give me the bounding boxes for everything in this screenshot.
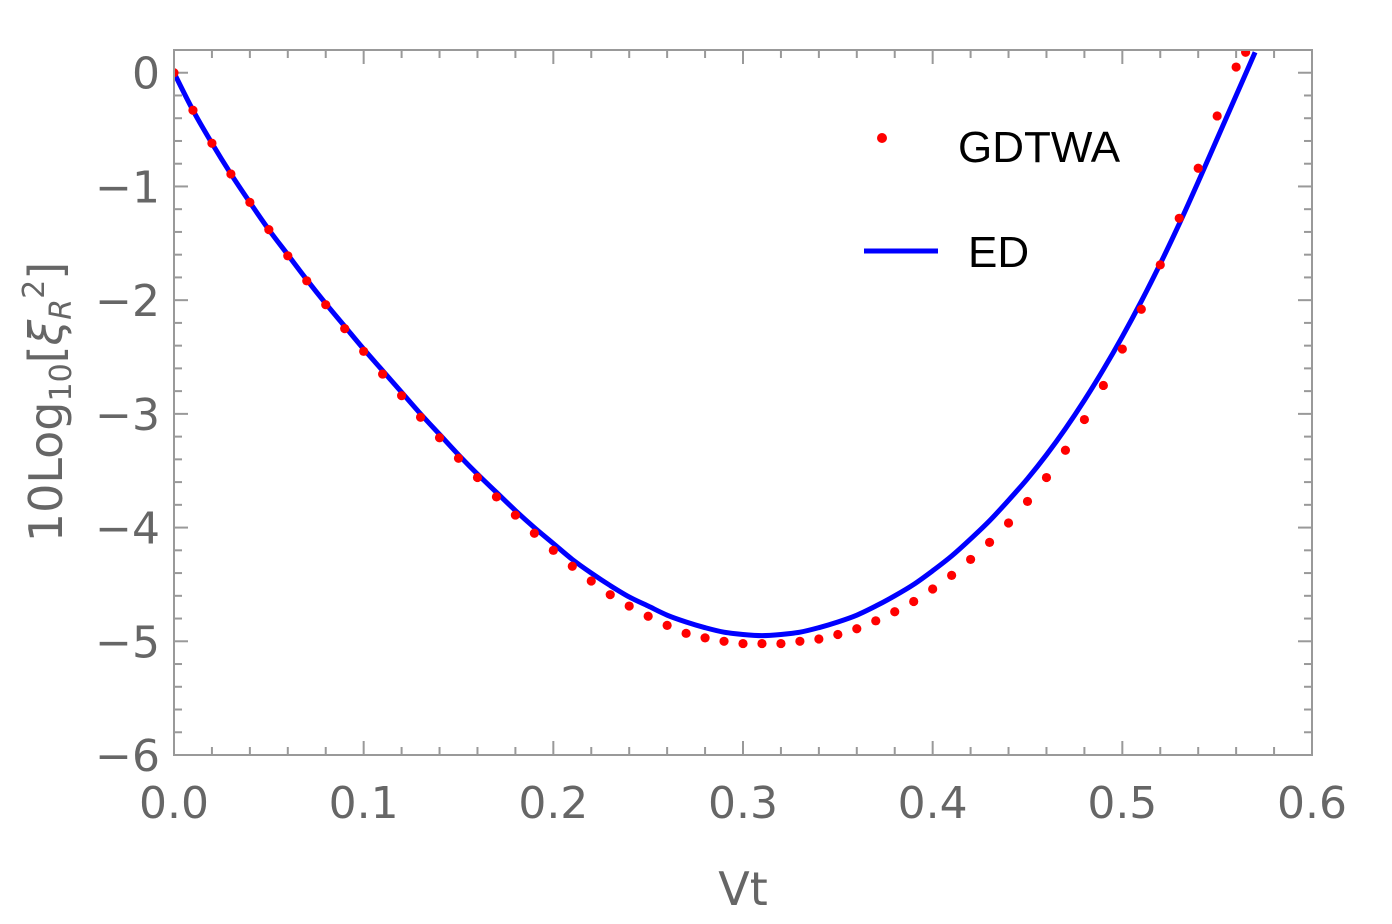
data-point-gdtwa (776, 638, 786, 649)
data-point-gdtwa (662, 620, 672, 630)
x-tick-label: 0.1 (329, 778, 399, 829)
y-axis-title-symbol-subscript: R (44, 299, 79, 320)
x-tick-label: 0.0 (139, 778, 209, 829)
data-point-gdtwa (302, 276, 312, 286)
data-point-gdtwa (283, 251, 293, 261)
data-point-gdtwa (1117, 344, 1127, 354)
plot-area (174, 50, 1258, 649)
data-point-gdtwa (909, 596, 919, 607)
y-tick-label: −6 (95, 731, 160, 782)
plot-frame (173, 49, 1313, 756)
data-point-gdtwa (207, 138, 217, 148)
data-point-gdtwa (795, 636, 805, 646)
data-point-gdtwa (1136, 304, 1146, 314)
data-point-gdtwa (359, 346, 369, 356)
data-point-gdtwa (1231, 62, 1241, 72)
data-point-gdtwa (472, 472, 483, 483)
data-point-gdtwa (833, 629, 843, 640)
y-tick-label: 0 (132, 49, 160, 100)
legend-label-gdtwa: GDTWA (958, 123, 1121, 172)
y-axis-title-close-bracket: ] (19, 262, 73, 280)
data-point-gdtwa (890, 607, 900, 617)
data-point-gdtwa (1022, 496, 1033, 507)
y-axis-title-power: 2 (17, 280, 52, 299)
y-axis-title: 10Log10[ξR2] (17, 262, 79, 542)
data-point-gdtwa (605, 590, 615, 600)
x-tick-label: 0.3 (708, 778, 778, 829)
data-point-gdtwa (226, 169, 236, 179)
x-tick-label: 0.4 (898, 778, 968, 829)
x-tick-label: 0.6 (1277, 778, 1347, 829)
data-point-gdtwa (757, 638, 767, 649)
data-point-gdtwa (700, 633, 710, 643)
data-point-gdtwa (966, 554, 976, 565)
legend-swatch-gdtwa (877, 133, 887, 143)
data-point-gdtwa (491, 492, 502, 502)
axis-tick-labels: 0.0 0.1 0.2 0.3 0.4 0.5 0.6 0 −1 −2 −3 −4 −5 −6 (95, 49, 1347, 829)
x-axis-title: Vt (718, 862, 768, 916)
y-tick-label: −4 (95, 504, 160, 555)
data-point-gdtwa (738, 638, 748, 649)
data-point-gdtwa (1060, 445, 1071, 455)
y-tick-label: −3 (95, 390, 160, 441)
y-axis-title-symbol: ξ (19, 319, 73, 346)
data-point-gdtwa (586, 576, 596, 586)
data-point-gdtwa (852, 624, 862, 634)
data-point-gdtwa (1174, 213, 1184, 223)
data-point-gdtwa (814, 634, 824, 644)
y-axis-title-subscript: 10 (44, 363, 79, 401)
data-point-gdtwa (1098, 380, 1108, 391)
data-point-gdtwa (188, 105, 198, 115)
data-point-gdtwa (264, 225, 274, 235)
data-point-gdtwa (719, 636, 729, 646)
x-tick-label: 0.2 (518, 778, 588, 829)
data-point-gdtwa (548, 545, 558, 555)
legend-label-ed: ED (968, 228, 1029, 277)
series-line-ed (174, 51, 1258, 639)
data-point-gdtwa (321, 300, 331, 310)
y-axis-title-open-bracket: [ (19, 345, 73, 363)
data-point-gdtwa (1079, 414, 1089, 425)
x-tick-label: 0.5 (1087, 778, 1157, 829)
data-point-gdtwa (340, 323, 350, 334)
data-point-gdtwa (1241, 50, 1251, 57)
data-point-gdtwa (624, 601, 634, 611)
data-point-gdtwa (378, 369, 388, 379)
data-point-gdtwa (567, 561, 577, 571)
axis-ticks (173, 50, 1313, 756)
legend: GDTWA ED (864, 123, 1121, 277)
y-tick-label: −1 (95, 162, 160, 213)
y-axis-title-prefix: 10Log (19, 402, 73, 543)
data-point-gdtwa (681, 628, 691, 638)
data-point-gdtwa (1041, 472, 1052, 483)
series-layer (174, 50, 1258, 649)
y-tick-label: −5 (95, 617, 160, 668)
data-point-gdtwa (1212, 111, 1222, 121)
data-point-gdtwa (510, 510, 520, 520)
data-point-gdtwa (434, 433, 445, 443)
data-point-gdtwa (947, 570, 957, 580)
data-point-gdtwa (174, 68, 179, 78)
data-point-gdtwa (1193, 163, 1203, 173)
data-point-gdtwa (453, 453, 464, 463)
data-point-gdtwa (529, 528, 539, 538)
y-tick-label: −2 (95, 276, 160, 327)
data-point-gdtwa (397, 391, 407, 401)
data-point-gdtwa (1003, 518, 1014, 528)
data-point-gdtwa (871, 616, 881, 626)
data-point-gdtwa (643, 611, 653, 621)
data-point-gdtwa (245, 197, 255, 207)
data-point-gdtwa (928, 584, 938, 594)
data-point-gdtwa (1155, 260, 1165, 270)
data-point-gdtwa (415, 412, 426, 422)
data-point-gdtwa (984, 537, 995, 547)
